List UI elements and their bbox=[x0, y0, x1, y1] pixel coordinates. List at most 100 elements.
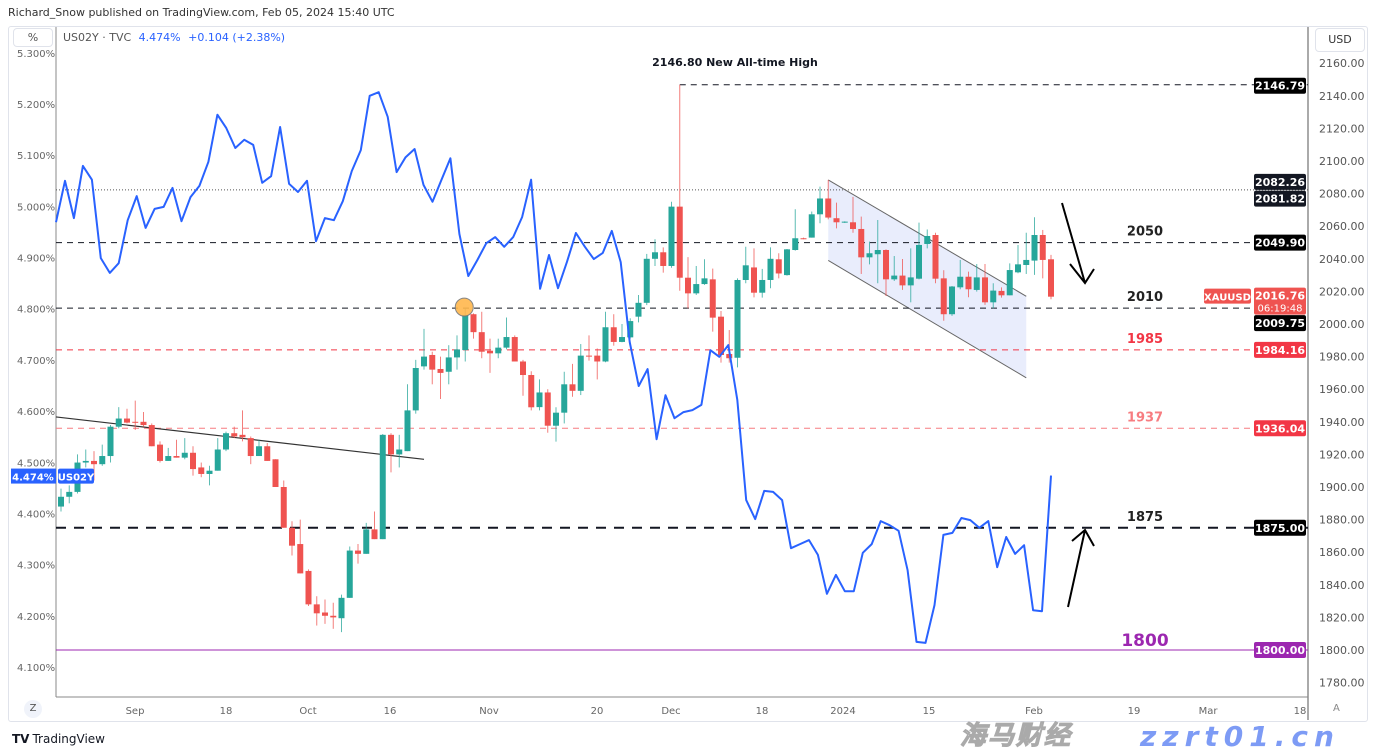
series-legend: US02Y · TVC 4.474% +0.104 (+2.38%) bbox=[63, 31, 285, 44]
candle-body bbox=[833, 218, 840, 223]
right-axis-tick: 2120.00 bbox=[1319, 122, 1365, 135]
candle-body bbox=[313, 604, 320, 614]
candle-body bbox=[99, 456, 106, 465]
candle-body bbox=[115, 418, 122, 427]
tradingview-logo[interactable]: TV TradingView bbox=[12, 732, 105, 746]
price-badge: 1936.04 bbox=[1255, 422, 1305, 435]
right-axis-tick: 1780.00 bbox=[1319, 677, 1365, 690]
time-axis-tick: 18 bbox=[756, 706, 769, 717]
candle-body bbox=[825, 198, 832, 218]
candle-body bbox=[58, 496, 64, 507]
candle-body bbox=[784, 249, 790, 276]
publisher-info: Richard_Snow published on TradingView.co… bbox=[8, 6, 395, 19]
candle-body bbox=[891, 275, 898, 280]
time-axis-tick: 16 bbox=[384, 706, 397, 717]
candle-body bbox=[874, 249, 881, 255]
candle-body bbox=[1039, 235, 1046, 260]
candle-body bbox=[693, 284, 700, 294]
left-axis-tick: 5.100% bbox=[17, 151, 55, 162]
price-badge-bg bbox=[1254, 77, 1306, 94]
level-label-1875: 1875 bbox=[1127, 510, 1163, 525]
right-axis-tick: 2020.00 bbox=[1319, 285, 1365, 298]
candle-body bbox=[949, 286, 955, 315]
candle-body bbox=[487, 350, 493, 354]
candle-body bbox=[1015, 264, 1021, 273]
left-axis-tick: 4.300% bbox=[17, 561, 55, 572]
candle-body bbox=[907, 277, 914, 286]
candle-body bbox=[998, 290, 1005, 296]
candle-body bbox=[635, 302, 642, 317]
candle-body bbox=[602, 327, 609, 362]
auto-scale-button[interactable]: A bbox=[1333, 703, 1340, 714]
candle-body bbox=[957, 276, 964, 288]
left-axis-tick: 5.300% bbox=[17, 49, 55, 60]
candle-body bbox=[289, 527, 295, 546]
left-axis-tick: 5.200% bbox=[17, 100, 55, 111]
price-badge-bg bbox=[1254, 420, 1306, 437]
right-axis-tick: 1960.00 bbox=[1319, 383, 1365, 396]
candle-body bbox=[305, 570, 312, 605]
event-marker bbox=[454, 297, 474, 317]
price-badge: 1800.00 bbox=[1255, 644, 1305, 657]
time-axis-tick: Sep bbox=[126, 706, 145, 717]
candle-body bbox=[140, 421, 147, 426]
candle-body bbox=[841, 221, 848, 223]
candle-body bbox=[916, 244, 922, 279]
yield-badge-bg bbox=[11, 468, 56, 484]
candle-body bbox=[1031, 235, 1038, 261]
right-axis-tick: 1860.00 bbox=[1319, 546, 1365, 559]
level-label-2010: 2010 bbox=[1127, 290, 1163, 305]
candle-body bbox=[388, 434, 394, 455]
candle-body bbox=[148, 425, 155, 447]
right-axis-tick: 2040.00 bbox=[1319, 253, 1365, 266]
candle-body bbox=[685, 277, 691, 294]
candle-body bbox=[520, 361, 526, 376]
candle-body bbox=[536, 392, 543, 408]
candle-body bbox=[157, 444, 163, 461]
candle-body bbox=[379, 434, 386, 540]
candle-body bbox=[429, 354, 436, 370]
candle-body bbox=[742, 265, 749, 280]
level-label-1800: 1800 bbox=[1121, 631, 1168, 651]
candle-body bbox=[709, 279, 716, 318]
left-axis-tick: 4.700% bbox=[17, 356, 55, 367]
candle-body bbox=[652, 252, 658, 259]
candle-body bbox=[322, 612, 328, 616]
percent-scale-button[interactable]: % bbox=[13, 28, 53, 47]
right-axis-tick: 2140.00 bbox=[1319, 90, 1365, 103]
candle-body bbox=[569, 384, 576, 391]
candle-body bbox=[280, 487, 287, 528]
legend-change: +0.104 (+2.38%) bbox=[188, 31, 286, 44]
candle-body bbox=[586, 355, 592, 357]
candle-body bbox=[478, 332, 485, 352]
candle-body bbox=[990, 290, 997, 303]
watermark-cn: 海马财经 bbox=[959, 721, 1073, 752]
time-axis-tick: 15 bbox=[923, 706, 936, 717]
price-badge-bg bbox=[1254, 519, 1306, 536]
candle-body bbox=[528, 375, 535, 408]
right-axis-tick: 2100.00 bbox=[1319, 155, 1365, 168]
candle-body bbox=[751, 267, 757, 293]
zoom-button[interactable]: Z bbox=[24, 700, 42, 718]
time-axis-tick: Feb bbox=[1025, 706, 1043, 717]
price-badge: 2081.82 bbox=[1255, 193, 1305, 206]
time-axis-tick: 19 bbox=[1128, 706, 1141, 717]
price-badge-bg bbox=[1254, 642, 1306, 658]
candle-body bbox=[1048, 259, 1054, 297]
candle-body bbox=[1023, 259, 1030, 265]
candle-body bbox=[792, 238, 799, 250]
candle-body bbox=[660, 252, 667, 266]
price-badge-bg bbox=[1254, 190, 1306, 207]
level-label-2050: 2050 bbox=[1127, 225, 1163, 240]
candle-body bbox=[421, 356, 427, 367]
right-axis-tick: 1980.00 bbox=[1319, 351, 1365, 364]
currency-button[interactable]: USD bbox=[1315, 28, 1365, 52]
watermark-en: zzrt01.cn bbox=[1140, 720, 1340, 753]
candle-body bbox=[544, 392, 551, 426]
candle-body bbox=[1006, 270, 1013, 296]
level-label-1985: 1985 bbox=[1127, 332, 1163, 347]
candle-body bbox=[610, 327, 617, 342]
candle-body bbox=[982, 277, 988, 303]
symbol-badge-bg bbox=[1204, 288, 1251, 304]
